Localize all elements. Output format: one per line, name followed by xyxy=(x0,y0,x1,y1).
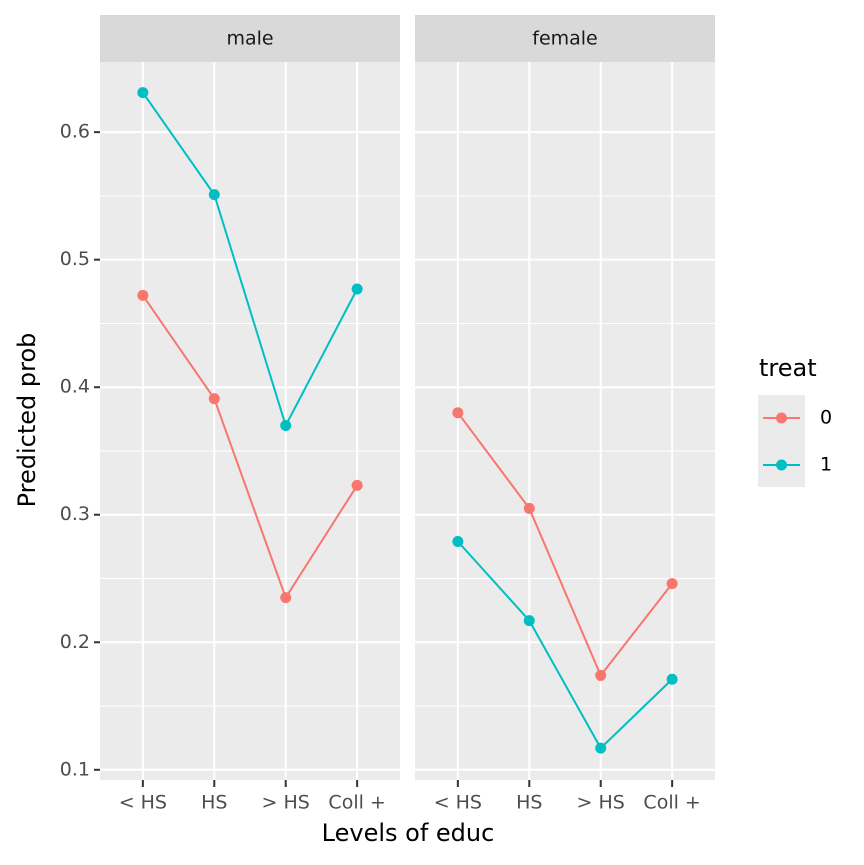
y-tick-label: 0.6 xyxy=(60,121,90,143)
x-tick-label: Coll + xyxy=(328,792,385,814)
series-line xyxy=(142,294,358,600)
x-tick-label: < HS xyxy=(119,792,167,814)
legend-title: treat xyxy=(759,354,817,382)
strip-background xyxy=(100,15,400,62)
series-line xyxy=(142,92,359,429)
panel-background xyxy=(415,62,715,780)
x-tick-label: > HS xyxy=(262,792,310,814)
legend-label: 1 xyxy=(820,454,832,476)
data-point xyxy=(280,419,292,431)
series-line xyxy=(457,412,673,678)
panel-background xyxy=(100,62,400,780)
data-point xyxy=(137,289,149,301)
x-axis-title: Levels of educ xyxy=(322,819,495,847)
data-point xyxy=(351,283,363,295)
x-tick-label: Coll + xyxy=(643,792,700,814)
data-point xyxy=(666,578,678,590)
strip-label: male xyxy=(226,28,273,50)
legend-label: 0 xyxy=(820,407,832,429)
data-point xyxy=(351,479,363,491)
strip-label: female xyxy=(532,28,598,50)
data-point xyxy=(208,189,220,201)
y-tick-label: 0.1 xyxy=(60,758,90,780)
legend-background xyxy=(758,395,805,487)
data-point xyxy=(137,87,149,99)
x-tick-label: HS xyxy=(201,792,227,814)
data-point xyxy=(523,502,535,514)
y-tick-label: 0.3 xyxy=(60,503,90,525)
data-point xyxy=(452,536,464,548)
x-tick-label: > HS xyxy=(577,792,625,814)
legend-key-point xyxy=(776,459,787,471)
y-tick-label: 0.2 xyxy=(60,631,90,653)
x-tick-label: HS xyxy=(516,792,542,814)
y-tick-label: 0.4 xyxy=(60,376,90,398)
data-point xyxy=(595,669,607,681)
data-point xyxy=(208,393,220,405)
strip-background xyxy=(415,15,715,62)
data-point xyxy=(280,592,292,604)
data-point xyxy=(452,407,464,419)
data-point xyxy=(523,615,535,627)
y-tick-label: 0.5 xyxy=(60,248,90,270)
data-point xyxy=(595,742,607,754)
x-tick-label: < HS xyxy=(434,792,482,814)
y-axis-title: Predicted prob xyxy=(13,333,41,508)
legend-key-point xyxy=(776,412,787,424)
series-line xyxy=(457,540,673,750)
data-point xyxy=(666,673,678,685)
